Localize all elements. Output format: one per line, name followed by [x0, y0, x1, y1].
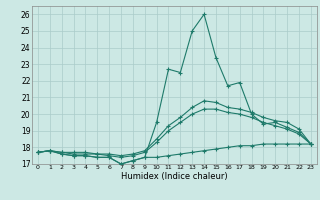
X-axis label: Humidex (Indice chaleur): Humidex (Indice chaleur): [121, 172, 228, 181]
